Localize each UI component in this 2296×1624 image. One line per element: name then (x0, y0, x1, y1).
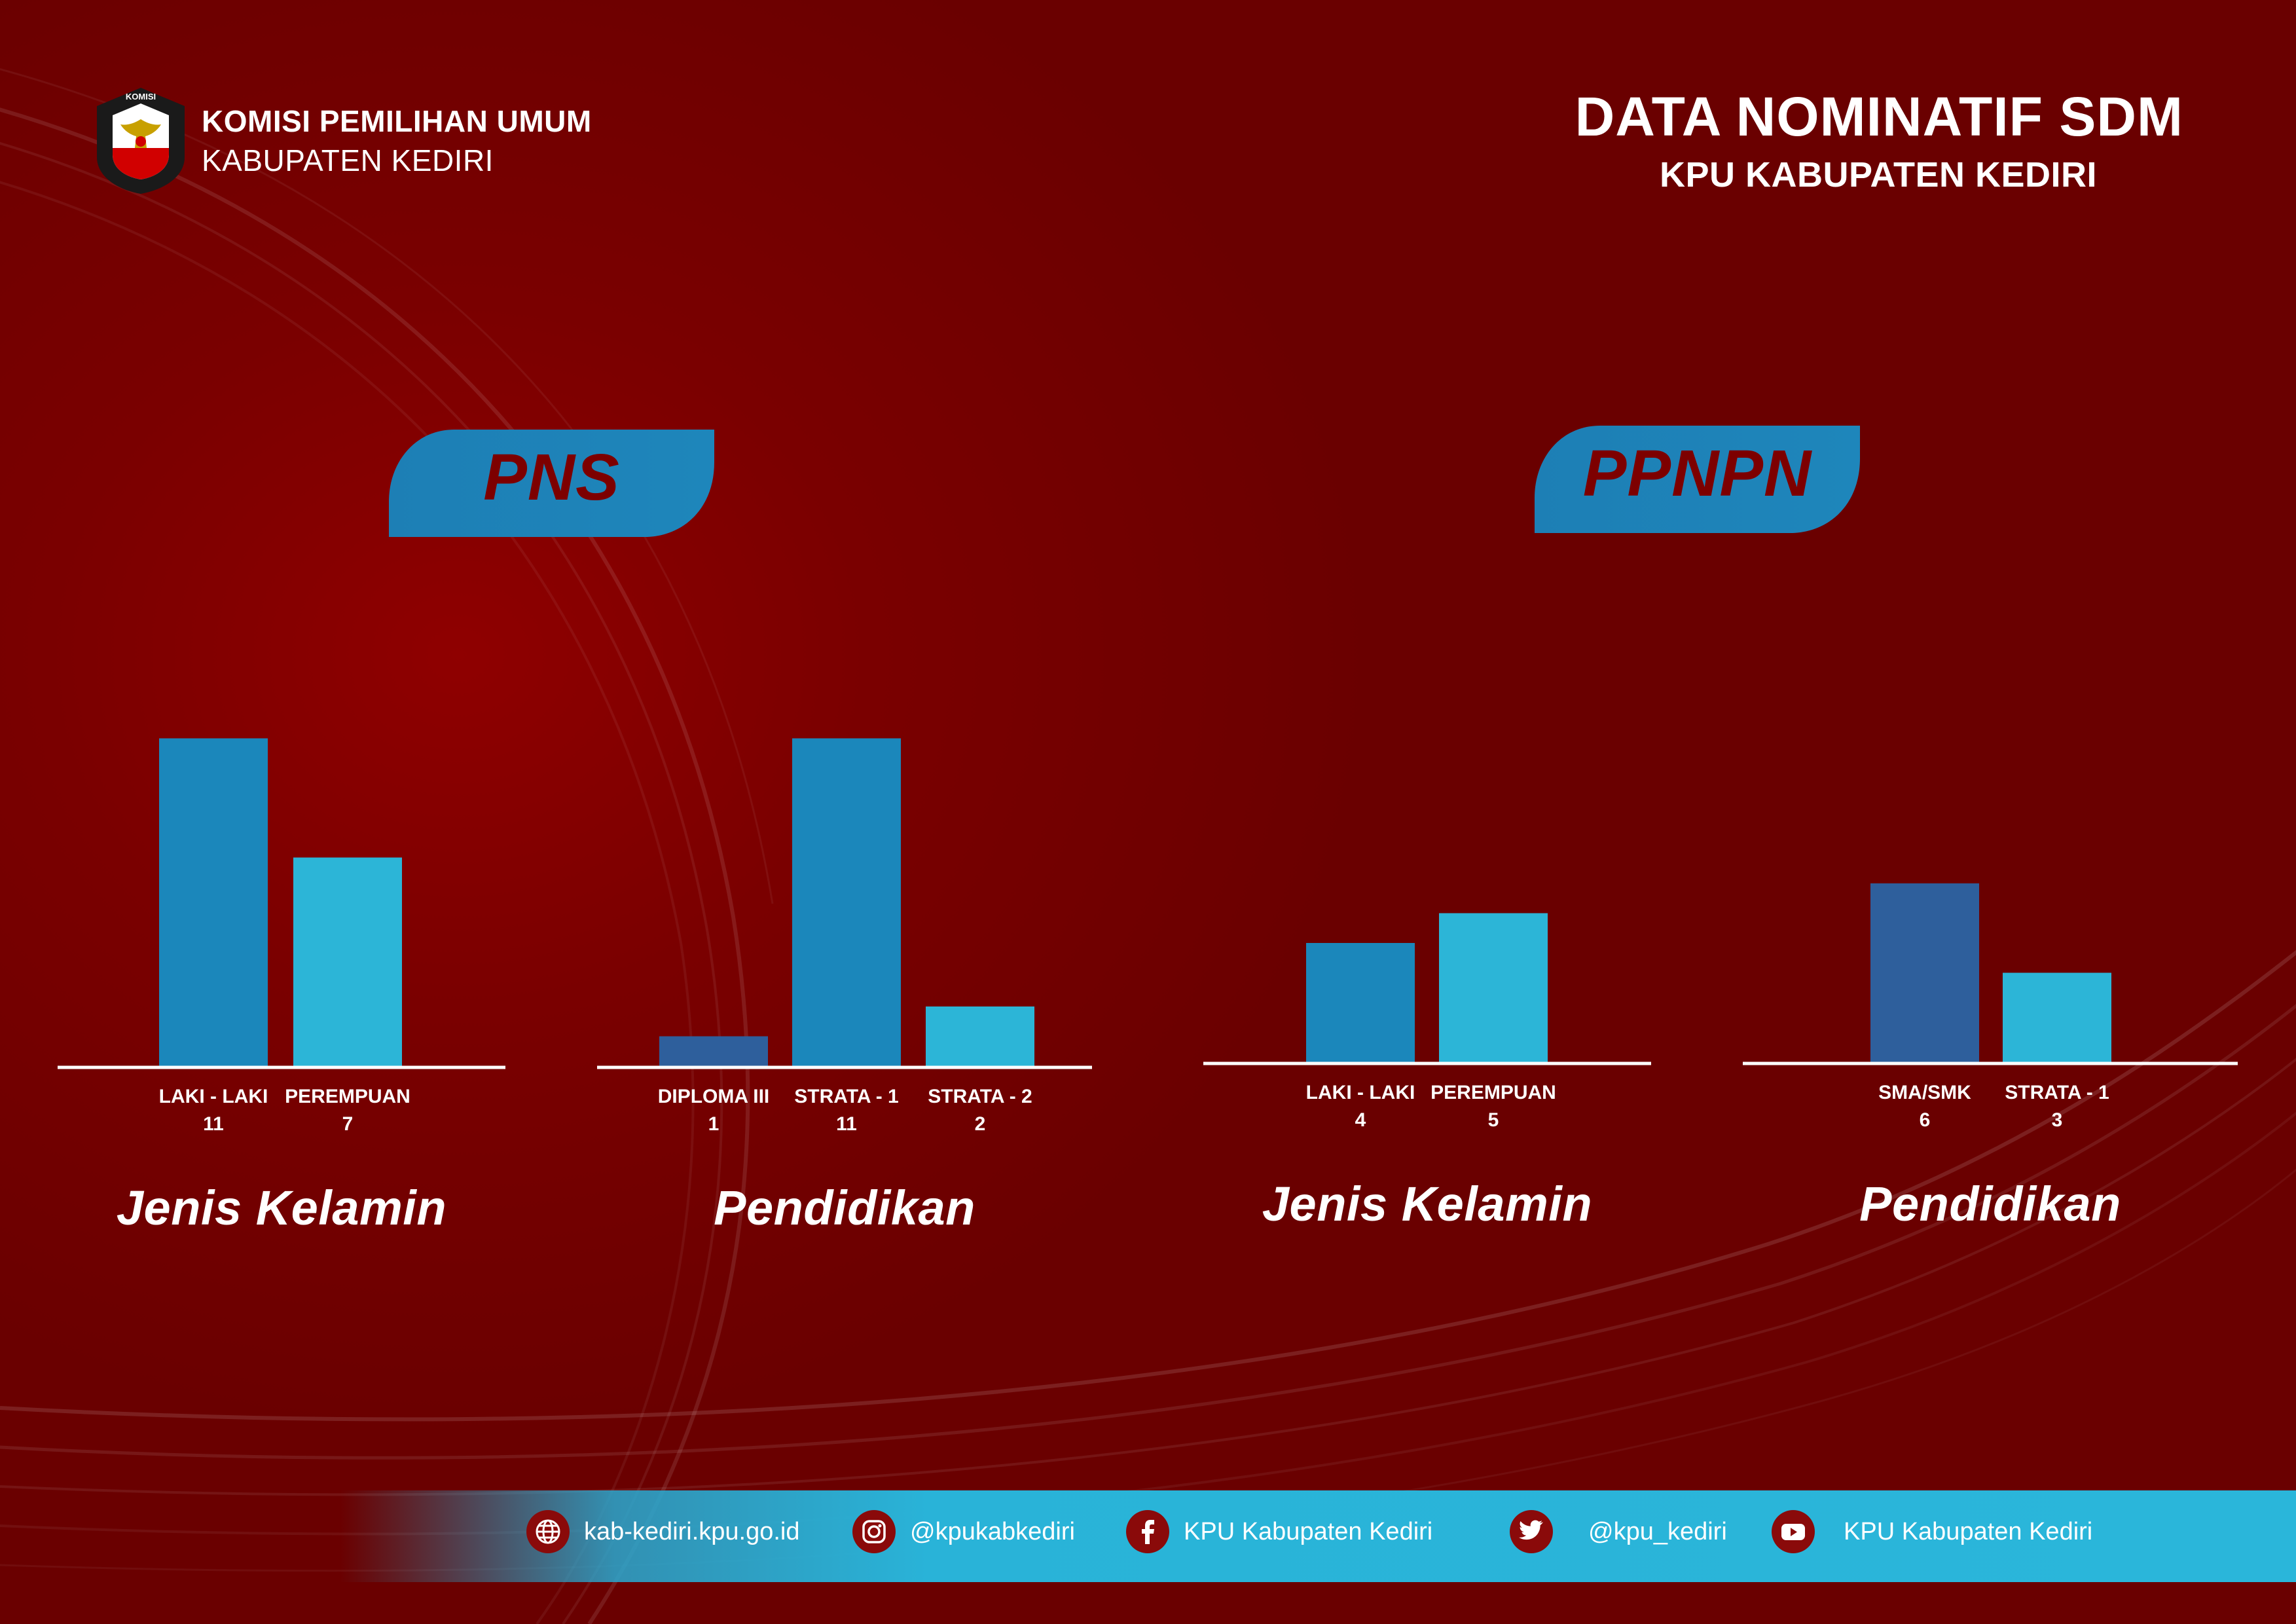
category-label: LAKI - LAKI (1306, 1082, 1415, 1103)
chart-pns-education: DIPLOMA III 1 STRATA - 1 11 STRATA - 2 2 Pend… (597, 720, 1092, 1257)
value-label: 1 (708, 1113, 720, 1135)
value-label: 3 (2052, 1109, 2063, 1131)
value-label: 11 (836, 1113, 857, 1135)
category-label: PEREMPUAN (1430, 1082, 1556, 1103)
footer-link-text: @kpu_kediri (1588, 1517, 1727, 1545)
chart-title: Pendidikan (1859, 1177, 2121, 1231)
chart-title: Pendidikan (714, 1181, 975, 1235)
org-brand: KOMISI KOMISI PEMILIHAN UMUM KABUPATEN K… (92, 85, 592, 196)
category-label: STRATA - 2 (928, 1086, 1032, 1107)
kpu-seal-logo: KOMISI (97, 88, 185, 194)
footer-link-instagram[interactable]: @kpukabkediri (852, 1510, 1075, 1553)
bar (926, 1006, 1034, 1066)
bar (293, 857, 402, 1066)
page-subtitle: KPU KABUPATEN KEDIRI (1659, 155, 2097, 194)
footer-link-text: KPU Kabupaten Kediri (1844, 1517, 2093, 1545)
value-label: 4 (1355, 1109, 1366, 1131)
category-label: PEREMPUAN (285, 1086, 410, 1107)
section-badge-ppnpn: PPNPN (1535, 426, 1860, 533)
value-label: 5 (1488, 1109, 1499, 1131)
footer-link-text: kab-kediri.kpu.go.id (584, 1517, 800, 1545)
bar (1870, 883, 1979, 1062)
svg-text:KOMISI: KOMISI (126, 92, 156, 101)
chart-pns-gender: LAKI - LAKI 11 PEREMPUAN 7 Jenis Kelamin (58, 720, 505, 1257)
category-label: DIPLOMA III (658, 1086, 770, 1107)
page-title: DATA NOMINATIF SDM (1575, 86, 2183, 147)
org-region: KABUPATEN KEDIRI (202, 143, 494, 177)
section-label: PPNPN (1582, 437, 1812, 510)
bar (792, 738, 901, 1066)
footer-link-twitter[interactable]: @kpu_kediri (1510, 1510, 1727, 1553)
value-label: 7 (342, 1113, 354, 1135)
value-label: 2 (975, 1113, 986, 1135)
org-name: KOMISI PEMILIHAN UMUM (202, 104, 592, 138)
chart-ppnpn-gender: LAKI - LAKI 4 PEREMPUAN 5 Jenis Kelamin (1203, 716, 1651, 1253)
footer-bar (340, 1490, 2296, 1582)
chart-ppnpn-education: SMA/SMK 6 STRATA - 1 3 Pendidikan (1743, 716, 2238, 1253)
youtube-icon (1781, 1524, 1805, 1540)
facebook-icon (1142, 1520, 1154, 1544)
category-label: SMA/SMK (1878, 1082, 1971, 1103)
category-label: STRATA - 1 (2005, 1082, 2109, 1103)
section-badge-pns: PNS (389, 430, 714, 537)
value-label: 11 (203, 1113, 224, 1135)
twitter-icon (1519, 1520, 1543, 1540)
footer-link-website[interactable]: kab-kediri.kpu.go.id (526, 1510, 800, 1553)
value-label: 6 (1920, 1109, 1931, 1131)
footer-link-facebook[interactable]: KPU Kabupaten Kediri (1126, 1510, 1432, 1553)
instagram-icon (862, 1520, 886, 1543)
footer-link-text: KPU Kabupaten Kediri (1184, 1517, 1433, 1545)
bar (159, 738, 268, 1066)
bar (2003, 972, 2111, 1062)
bar (1439, 913, 1548, 1062)
footer-link-youtube[interactable]: KPU Kabupaten Kediri (1772, 1510, 2092, 1553)
bar (659, 1036, 768, 1066)
category-label: LAKI - LAKI (159, 1086, 268, 1107)
globe-icon (536, 1519, 560, 1544)
section-label: PNS (483, 441, 620, 514)
footer-link-text: @kpukabkediri (910, 1517, 1075, 1545)
category-label: STRATA - 1 (794, 1086, 898, 1107)
chart-title: Jenis Kelamin (1262, 1177, 1593, 1231)
chart-title: Jenis Kelamin (116, 1181, 447, 1235)
bar (1306, 943, 1415, 1062)
